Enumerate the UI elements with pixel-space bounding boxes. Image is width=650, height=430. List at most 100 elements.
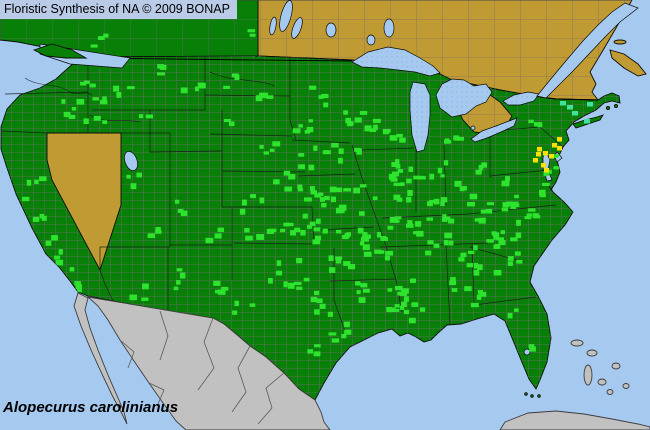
county-present (492, 232, 500, 237)
county-present (321, 203, 327, 208)
county-present (93, 116, 101, 121)
county-present (155, 227, 161, 233)
county-present (480, 209, 487, 214)
county-present (362, 244, 370, 251)
county-present (372, 196, 378, 201)
county-present (315, 235, 321, 241)
county-present (394, 304, 400, 308)
county-present (343, 261, 351, 266)
county-present (126, 174, 131, 179)
county-present (97, 36, 105, 40)
st-lawrence-river (536, 2, 639, 99)
county-present (387, 288, 393, 292)
county-present (260, 92, 269, 98)
county-present (313, 145, 318, 151)
county-present (374, 249, 382, 254)
county-present (391, 162, 398, 167)
county-present (553, 154, 561, 158)
county-present (353, 187, 360, 194)
county-present (324, 195, 330, 201)
county-present (335, 229, 342, 234)
county-present (308, 119, 313, 123)
county-present (419, 175, 425, 180)
county-present (516, 219, 521, 226)
county-rare-layer (533, 137, 562, 173)
county-present (356, 290, 361, 295)
county-present (347, 121, 354, 126)
county-present (34, 179, 39, 185)
county-present (297, 188, 304, 192)
county-present (369, 128, 377, 132)
county-present (493, 236, 499, 240)
county-present (319, 303, 326, 309)
lake-st-clair (470, 125, 476, 131)
county-present (444, 232, 453, 239)
county-present (426, 217, 433, 221)
county-present (287, 282, 295, 289)
county-present (473, 263, 479, 269)
county-present (303, 277, 310, 282)
county-present (266, 95, 274, 99)
county-present (310, 190, 317, 195)
county-present (385, 250, 394, 256)
county-present (304, 197, 312, 202)
county-presence-layer (22, 29, 570, 357)
county-present (410, 278, 416, 283)
county-present (376, 232, 382, 238)
county-present (68, 114, 76, 119)
county-present (176, 280, 181, 285)
county-present (394, 308, 400, 312)
county-present (221, 286, 229, 291)
county-present (443, 160, 449, 166)
lake-okeechobee (523, 348, 531, 356)
lake-ontario (502, 91, 540, 106)
county-present (395, 159, 400, 165)
county-present (296, 258, 303, 264)
county-present (92, 97, 99, 101)
county-present (329, 186, 337, 193)
county-present (478, 217, 486, 224)
county-present (507, 256, 514, 261)
county-present (507, 261, 513, 266)
county-present (157, 72, 165, 76)
lake-huron (435, 78, 493, 118)
county-present (322, 228, 328, 234)
county-present (493, 269, 502, 276)
county-present (400, 301, 407, 307)
county-present (364, 251, 372, 257)
county-present (473, 269, 480, 276)
county-present (363, 288, 370, 293)
county-present (469, 193, 478, 200)
county-rare (557, 137, 562, 142)
county-present (395, 163, 401, 169)
county-present (232, 310, 238, 315)
county-present (388, 173, 397, 180)
county-rare (537, 147, 542, 152)
county-present (316, 298, 323, 303)
county-present (69, 267, 75, 272)
county-present (76, 99, 85, 105)
county-present (335, 187, 343, 192)
county-present (454, 180, 462, 187)
county-present (354, 117, 362, 123)
county-present (524, 216, 532, 220)
county-rare (544, 168, 549, 173)
county-present (80, 81, 87, 86)
county-present (347, 264, 355, 270)
county-present (174, 199, 180, 204)
county-present (90, 44, 98, 48)
county-present (113, 85, 120, 92)
county-present (300, 230, 306, 236)
county-present (393, 219, 400, 223)
county-present (514, 194, 519, 199)
county-present (493, 244, 501, 249)
county-present (473, 245, 478, 251)
county-present (468, 250, 475, 254)
county-present (249, 33, 256, 37)
county-present (314, 193, 321, 198)
county-present (481, 162, 487, 168)
county-present (179, 272, 186, 279)
county-present (283, 281, 288, 288)
county-present (396, 197, 403, 202)
